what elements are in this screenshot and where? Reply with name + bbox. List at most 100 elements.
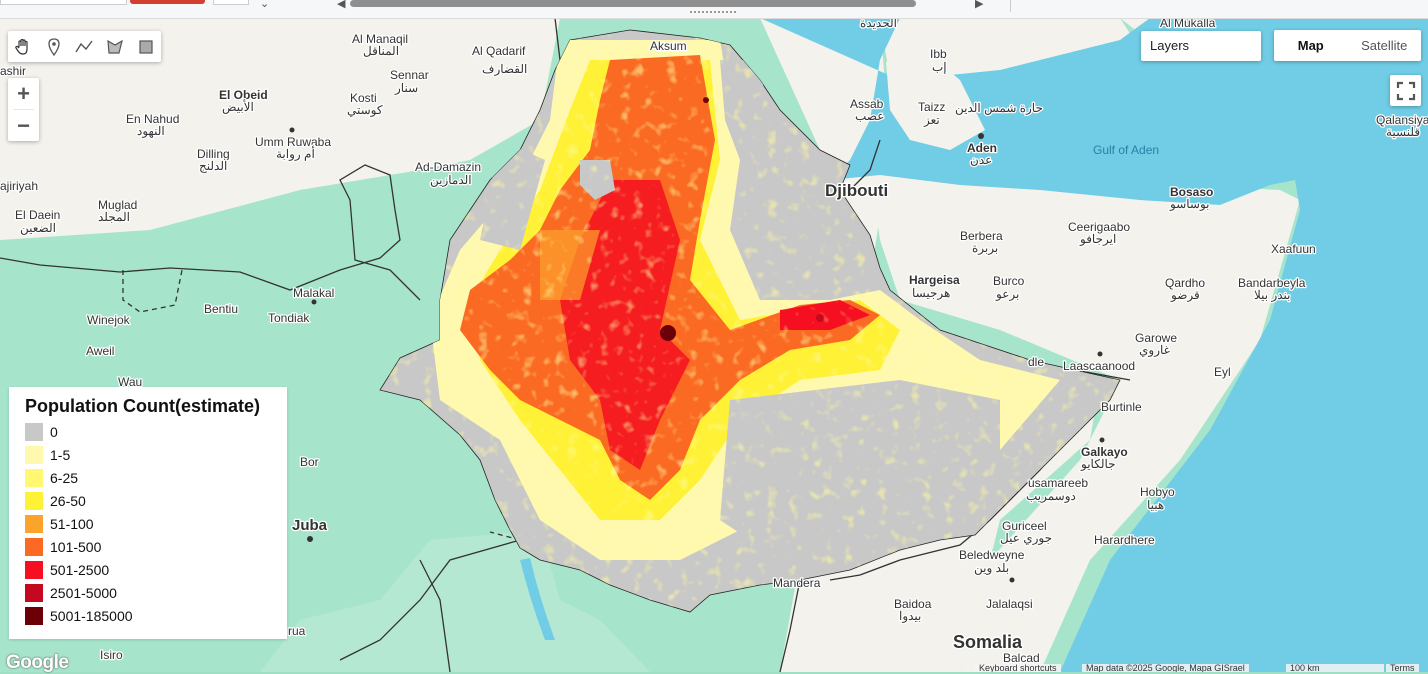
label-galdle: dle [1028,355,1044,369]
rectangle-tool-button[interactable] [130,31,161,62]
label-isiro: Isiro [100,648,123,662]
dropdown-button-edge[interactable] [213,0,249,5]
marker-tool-button[interactable] [39,31,70,62]
horizontal-scrollbar[interactable] [350,0,916,7]
map-type-satellite-button[interactable]: Satellite [1361,38,1408,53]
label-qardho: Qardho [1165,276,1205,290]
polygon-tool-button[interactable] [100,31,131,62]
zoom-in-button[interactable]: + [17,80,30,106]
legend-title: Population Count(estimate) [25,396,260,416]
label-bandarbeyla: Bandarbeyla [1238,276,1306,290]
label-ashir: ashir [0,64,26,78]
legend-swatch [25,607,43,625]
label-ad-damazin: Ad-Damazin [415,160,481,174]
panel-resize-handle[interactable] [690,11,736,18]
legend-label: 501-2500 [50,562,110,578]
label-berbera-ar: بربرة [972,241,998,255]
pan-tool-button[interactable] [8,31,39,62]
label-qalansiya-ar: قلنسية [1386,125,1420,139]
scroll-left-icon[interactable]: ◀ [337,0,346,10]
label-xaafuun: Xaafuun [1271,242,1316,256]
label-hobyo: Hobyo [1140,485,1175,499]
label-sennar-ar: سنار [394,81,418,95]
label-guriceel: Guriceel [1002,519,1047,533]
fullscreen-icon [1396,81,1415,100]
label-jalalaqsi: Jalalaqsi [986,597,1033,611]
legend-swatch [25,561,43,579]
label-umm-ruwaba-ar: أم روابة [276,146,315,161]
label-somalia: Somalia [953,632,1023,652]
label-bosaso-ar: بوساسو [1169,197,1210,211]
legend-swatch [25,538,43,556]
zoom-divider [13,109,34,110]
label-ibb-ar: إب [932,60,947,75]
label-mandera: Mandera [773,576,821,590]
label-al-qadarif: Al Qadarif [472,44,526,58]
run-button-edge[interactable] [130,0,205,4]
label-ceerigaabo-ar: ايرجافو [1079,232,1116,246]
somalia-land [870,170,1300,672]
label-harardhere: Harardhere [1094,533,1155,547]
panel-divider [1010,0,1011,12]
line-tool-button[interactable] [69,31,100,62]
legend-swatch [25,469,43,487]
label-galkayo-ar: جالكايو [1080,457,1116,471]
label-ibb: Ibb [930,47,947,61]
scroll-right-icon[interactable]: ▶ [975,0,984,10]
label-al-manaqil: Al Manaqil [352,32,408,46]
label-garowe-ar: غاروي [1139,343,1170,357]
legend-item: 51-100 [25,514,94,534]
legend-swatch [25,584,43,602]
label-wau: Wau [118,375,142,389]
legend-label: 5001-185000 [50,608,133,624]
label-umm-ruwaba: Umm Ruwaba [255,135,331,149]
label-hobyo-ar: هبيا [1147,498,1164,512]
label-laascaanood: Laascaanood [1063,359,1135,373]
sudan-desert [0,18,560,240]
zoom-out-button[interactable]: − [17,112,30,138]
script-tab-edge[interactable] [0,0,127,5]
label-muglad: Muglad [98,198,137,212]
label-dusamareeb-ar: دوسمريب [1026,489,1076,503]
legend-item: 0 [25,422,58,442]
label-winejok: Winejok [87,313,131,327]
legend-label: 101-500 [50,539,102,555]
legend-item: 1-5 [25,445,70,465]
label-baidoa: Baidoa [894,597,932,611]
label-bosaso: Bosaso [1170,185,1213,199]
chevron-down-icon[interactable]: ⌄ [260,0,270,10]
legend-item: 26-50 [25,491,86,511]
lake-turkana [520,558,555,640]
label-burtinle: Burtinle [1101,400,1142,414]
label-sennar: Sennar [390,68,429,82]
fullscreen-button[interactable] [1390,75,1421,106]
label-burco: Burco [993,274,1025,288]
label-berbera: Berbera [960,229,1003,243]
legend-item: 501-2500 [25,560,109,580]
legend-item: 5001-185000 [25,606,133,626]
scale-bar[interactable]: 100 km [1286,664,1384,672]
label-en-nahud: En Nahud [126,112,179,126]
label-ad-damazin-ar: الدمازين [430,173,472,187]
map-type-map-button[interactable]: Map [1297,38,1324,53]
label-aweil: Aweil [86,344,114,358]
label-dusamareeb: usamareeb [1028,476,1088,490]
legend-swatch [25,446,43,464]
layers-button[interactable]: Layers [1141,31,1261,61]
label-hargeisa-ar: هرجيسا [912,286,950,300]
label-baidoa-ar: بيدوا [899,609,921,623]
label-assab: Assab [850,97,884,111]
label-aden-ar: عدن [970,153,992,167]
label-al-manaqil-ar: المناقل [363,44,399,58]
label-guriceel-ar: جوري عيل [1000,531,1052,545]
map-type-control: Map Satellite [1274,30,1421,61]
yemen-highlands [886,55,985,150]
label-galkayo: Galkayo [1081,445,1128,459]
legend-label: 51-100 [50,516,94,532]
legend-item: 101-500 [25,537,101,557]
label-ceerigaabo: Ceerigaabo [1068,220,1130,234]
keyboard-shortcuts-link[interactable]: Keyboard shortcuts [975,664,1061,672]
terms-link[interactable]: Terms [1386,664,1419,672]
hand-icon [15,38,28,55]
